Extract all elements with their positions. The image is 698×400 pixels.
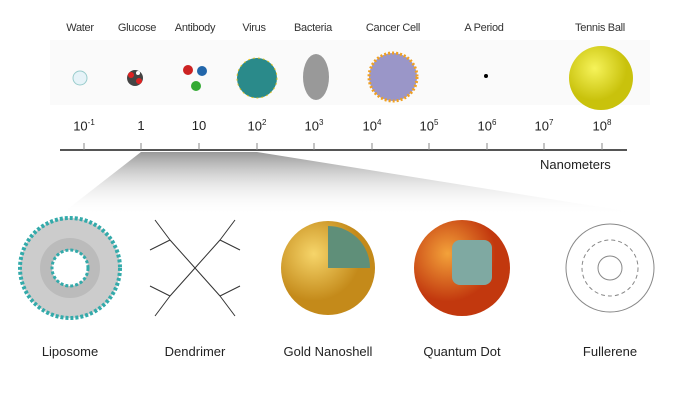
- axis-unit-label: Nanometers: [540, 157, 611, 172]
- label-tennis-ball: Tennis Ball: [575, 22, 625, 34]
- label-antibody: Antibody: [174, 22, 216, 34]
- antibody-icon: [183, 65, 207, 91]
- label-glucose: Glucose: [117, 22, 157, 34]
- dendrimer-icon: [149, 219, 241, 317]
- zoom-wedge: [60, 152, 650, 215]
- virus-icon: [236, 57, 278, 99]
- label-fullerene: Fullerene: [582, 344, 638, 359]
- quantum-dot-icon: [414, 220, 510, 316]
- fullerene-icon: [565, 223, 655, 313]
- tick-label: 105: [419, 118, 439, 134]
- tick-label: 106: [477, 118, 497, 134]
- liposome-icon: [18, 216, 122, 320]
- axis-ticks: [83, 143, 603, 150]
- label-a-period: A Period: [464, 22, 504, 34]
- label-water: Water: [66, 22, 94, 34]
- cancer-cell-icon: [367, 51, 419, 103]
- tick-label: 108: [592, 118, 612, 134]
- tennis-ball-icon: [569, 46, 633, 110]
- tick-label: 107: [534, 118, 554, 134]
- label-liposome: Liposome: [41, 344, 99, 359]
- label-quantum-dot: Quantum Dot: [423, 344, 501, 359]
- gold-nanoshell-icon: [281, 221, 375, 315]
- glucose-icon: [127, 70, 143, 86]
- tick-label: 1: [137, 118, 145, 133]
- tick-label: 10-1: [73, 118, 95, 134]
- label-dendrimer: Dendrimer: [164, 344, 226, 359]
- label-bacteria: Bacteria: [294, 22, 332, 34]
- tick-label: 104: [362, 118, 382, 134]
- tick-label: 102: [247, 118, 267, 134]
- label-gold-nanoshell: Gold Nanoshell: [283, 344, 373, 359]
- bacteria-icon: [303, 54, 329, 100]
- label-cancer-cell: Cancer Cell: [365, 22, 421, 34]
- tick-label: 103: [304, 118, 324, 134]
- tick-label: 10: [191, 118, 207, 133]
- label-virus: Virus: [242, 22, 266, 34]
- scale-band: [50, 40, 650, 105]
- period-icon: [484, 74, 488, 78]
- water-icon: [72, 70, 88, 86]
